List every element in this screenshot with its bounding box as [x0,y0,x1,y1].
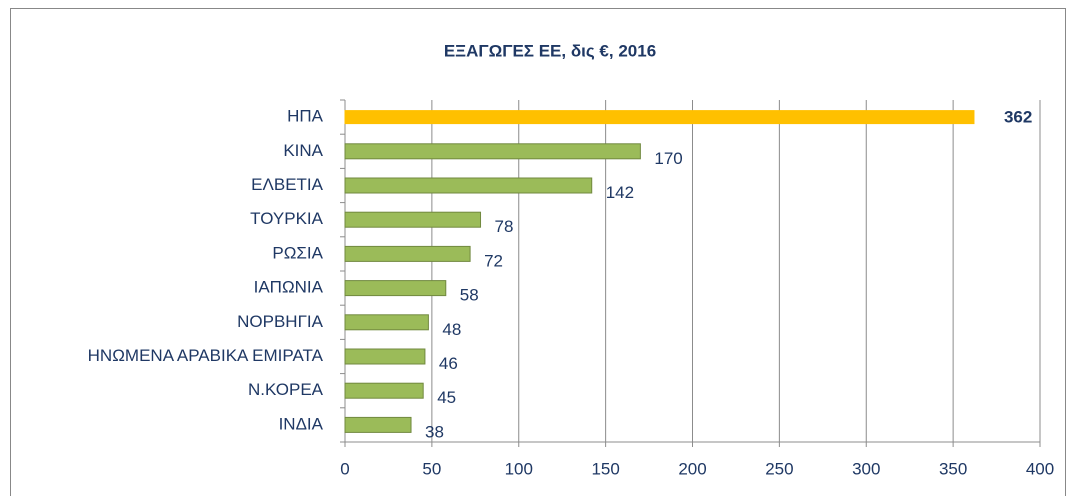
x-tick-label: 300 [852,459,880,478]
y-tick-label: ΚΙΝΑ [283,141,323,160]
bar [344,348,426,365]
y-tick-label: ΝΟΡΒΗΓΙΑ [237,312,324,331]
x-tick-label: 400 [1026,459,1054,478]
chart-title: ΕΞΑΓΩΓΕΣ ΕΕ, δις €, 2016 [444,41,656,60]
y-tick-label: ΙΝΔΙΑ [279,414,324,433]
x-tick-label: 200 [678,459,706,478]
y-tick-label: ΡΩΣΙΑ [272,243,323,262]
value-label: 142 [606,183,634,202]
bar [344,110,975,125]
bar [344,280,447,297]
value-label: 48 [442,320,461,339]
y-tick-label: ΕΛΒΕΤΙΑ [251,175,323,194]
y-tick-label: ΗΝΩΜΕΝΑ ΑΡΑΒΙΚΑ ΕΜΙΡΑΤΑ [88,346,324,365]
y-tick-label: ΤΟΥΡΚΙΑ [250,209,323,228]
value-label: 170 [654,149,682,168]
x-tick-label: 100 [505,459,533,478]
bar [344,314,429,331]
value-label: 38 [425,422,444,441]
value-label: 72 [484,251,503,270]
y-tick-label: Ν.ΚΟΡΕΑ [248,380,324,399]
bar [344,211,482,228]
y-tick-label: ΗΠΑ [287,107,324,126]
bar [344,177,593,194]
value-label: 45 [437,388,456,407]
x-tick-label: 250 [765,459,793,478]
chart-border [10,8,1066,496]
y-tick-label: ΙΑΠΩΝΙΑ [254,278,324,297]
bar [344,382,424,399]
value-label: 78 [495,217,514,236]
value-label: 46 [439,354,458,373]
x-tick-label: 0 [340,459,349,478]
value-label: 58 [460,286,479,305]
x-tick-label: 350 [939,459,967,478]
bar [344,416,412,433]
value-label: 362 [1004,108,1032,127]
bar [344,143,641,160]
x-tick-label: 50 [422,459,441,478]
bar [344,245,471,262]
x-tick-label: 150 [591,459,619,478]
